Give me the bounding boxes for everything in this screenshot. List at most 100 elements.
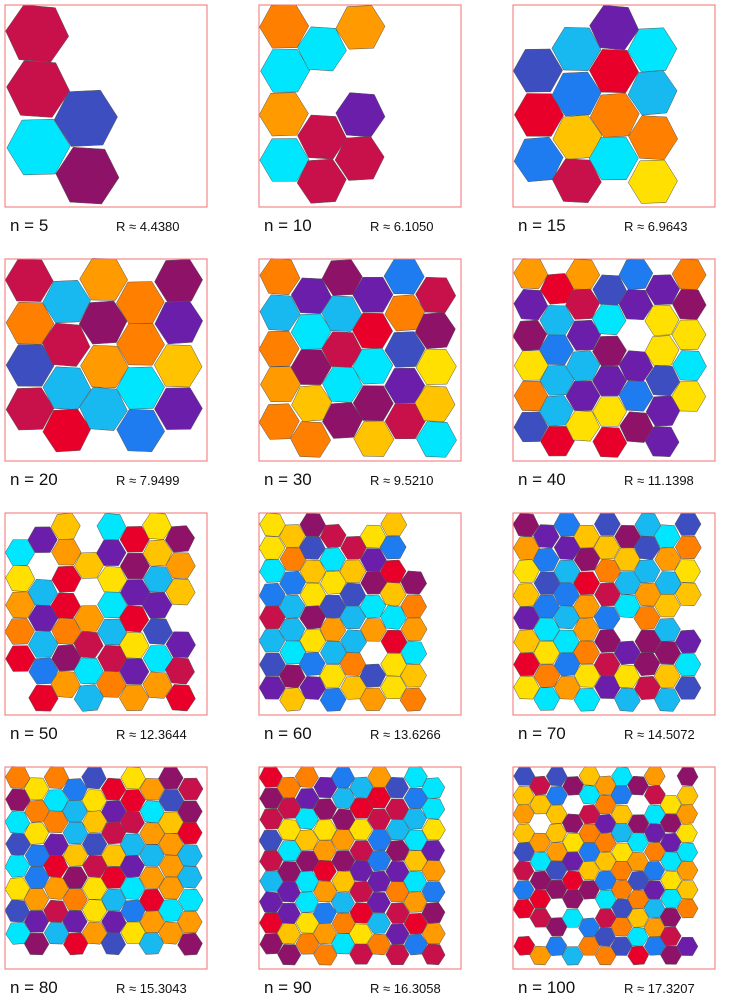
hexagon	[573, 594, 600, 619]
hexagon	[82, 899, 108, 922]
hexagon	[120, 789, 146, 812]
hexagon	[578, 842, 601, 862]
hexagon	[533, 571, 561, 595]
panel-n80: n = 80 R ≈ 15.3043	[4, 766, 226, 1006]
hexagon	[276, 776, 301, 799]
hexagon	[421, 819, 446, 841]
hexagon	[380, 605, 407, 630]
hexagon	[42, 408, 92, 453]
hexagon	[28, 631, 59, 658]
n-label: n = 50	[10, 724, 58, 743]
hexagon	[403, 787, 428, 809]
hexagon	[634, 582, 662, 607]
hexagon	[513, 380, 549, 412]
hexagon	[119, 810, 145, 834]
hexagon	[353, 420, 395, 457]
r-label: R ≈ 9.5210	[370, 473, 434, 488]
hexagon	[594, 870, 617, 891]
hexagon	[322, 402, 363, 439]
hexagon	[573, 640, 600, 664]
hexagon	[331, 829, 355, 851]
hexagon	[674, 652, 702, 677]
hexagon	[676, 937, 699, 956]
hexagon	[23, 932, 50, 956]
hexagon	[277, 819, 302, 841]
hexagon	[562, 889, 584, 909]
hexagon	[312, 902, 337, 925]
hexagon	[352, 348, 394, 385]
hexagon	[653, 664, 681, 688]
hexagon	[6, 118, 71, 176]
hexagon	[532, 547, 560, 572]
hexagon	[100, 777, 127, 801]
hexagon	[513, 652, 540, 676]
hexagon	[414, 385, 456, 422]
hexagon	[319, 595, 347, 619]
hexagon	[348, 819, 373, 841]
hexagon	[415, 276, 457, 314]
hexagon	[367, 870, 391, 893]
hexagon	[514, 93, 564, 137]
panel-n100: n = 100 R ≈ 17.3207	[512, 766, 734, 1006]
hexagon	[164, 525, 195, 553]
hexagon	[565, 350, 601, 382]
packing-svg	[4, 512, 208, 716]
hexagon	[165, 684, 196, 712]
hexagon	[367, 808, 391, 830]
hexagon	[610, 917, 633, 937]
container-square	[512, 512, 716, 716]
hexagon	[139, 822, 165, 845]
hexagon	[5, 645, 36, 672]
hexagon	[633, 606, 661, 630]
hexagon	[319, 547, 346, 572]
panel-n20: n = 20 R ≈ 7.9499	[4, 258, 226, 498]
hexagon	[119, 854, 145, 878]
hexagon	[512, 898, 535, 919]
packing-svg	[4, 766, 208, 970]
hexagon	[178, 777, 204, 801]
hexagon	[385, 923, 410, 945]
hexagon	[618, 289, 654, 321]
hexagon	[400, 664, 427, 688]
hexagon	[63, 932, 89, 956]
hexagon	[539, 364, 575, 396]
hexagon	[618, 258, 654, 290]
hexagon	[80, 345, 129, 389]
hexagon	[277, 944, 302, 966]
container-square	[4, 4, 208, 208]
packing-svg	[258, 766, 462, 970]
hexagon	[359, 524, 387, 549]
container-square	[258, 512, 462, 716]
hexagon	[592, 365, 627, 397]
hexagon	[634, 513, 662, 537]
hexagon	[645, 395, 681, 427]
hexagon	[513, 48, 563, 93]
hexagon	[349, 943, 374, 965]
hexagon	[79, 258, 128, 301]
hexagon	[618, 380, 654, 412]
hexagon	[339, 652, 367, 676]
hexagon	[610, 936, 633, 956]
hexagon	[385, 881, 410, 903]
panel-n90: n = 90 R ≈ 16.3058	[258, 766, 480, 1006]
hexagon	[165, 578, 196, 606]
hexagon	[331, 850, 356, 872]
hexagon	[295, 850, 320, 872]
hexagon	[319, 687, 347, 712]
hexagon	[299, 583, 327, 607]
hexagon	[539, 334, 574, 365]
n-label: n = 30	[264, 470, 312, 489]
hexagon	[592, 426, 628, 458]
hexagon	[142, 671, 173, 699]
hexagon	[578, 936, 600, 956]
hexagon	[50, 670, 81, 698]
hexagon	[139, 888, 165, 912]
hexagon	[259, 258, 301, 296]
hexagon	[594, 794, 617, 815]
hexagon	[671, 381, 707, 412]
hexagon	[674, 676, 702, 700]
hexagon	[613, 640, 641, 665]
hexagon	[359, 663, 387, 688]
hexagon	[24, 866, 50, 889]
hexagon	[379, 559, 407, 584]
